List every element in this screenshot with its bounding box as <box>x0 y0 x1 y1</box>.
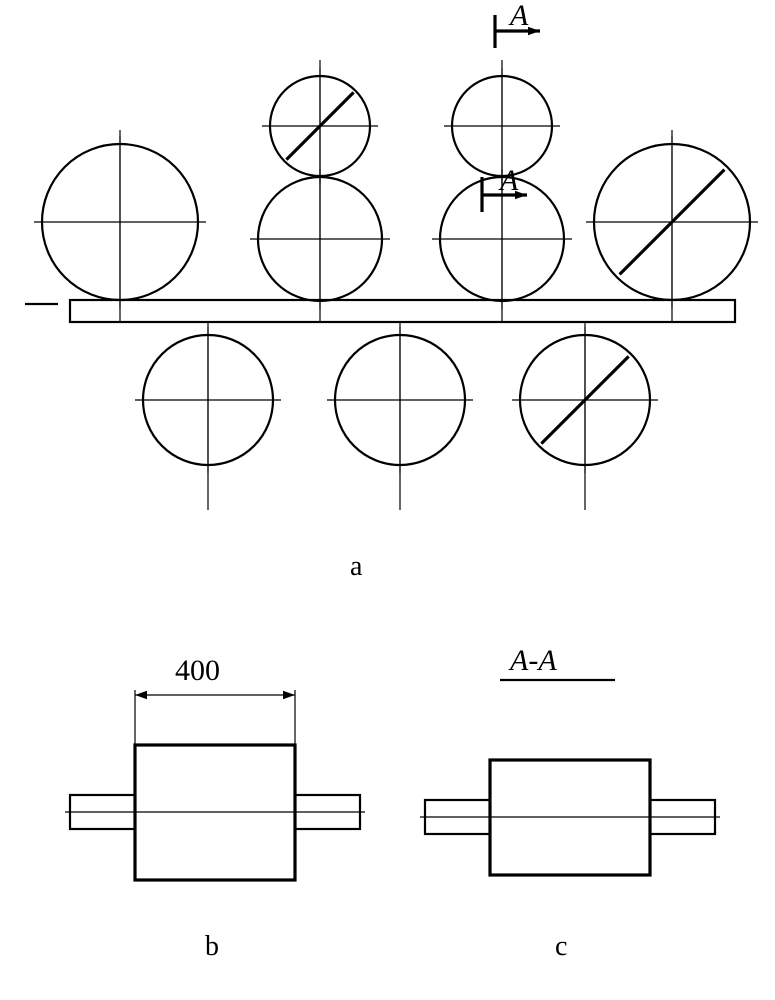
diagram-canvas: A Aa 400 b A-A c <box>0 0 775 1000</box>
figure-b: 400 b <box>65 654 365 962</box>
figure-c: A-A c <box>420 644 720 962</box>
section-label-a-bot: A <box>498 164 519 197</box>
section-label-a-top: A <box>508 0 529 32</box>
dimension-400: 400 <box>175 654 220 687</box>
sublabel-a: a <box>350 551 363 582</box>
figure-a: A Aa <box>25 0 758 582</box>
sublabel-c: c <box>555 931 567 962</box>
sublabel-b: b <box>205 931 219 962</box>
section-title-aa: A-A <box>508 644 557 677</box>
